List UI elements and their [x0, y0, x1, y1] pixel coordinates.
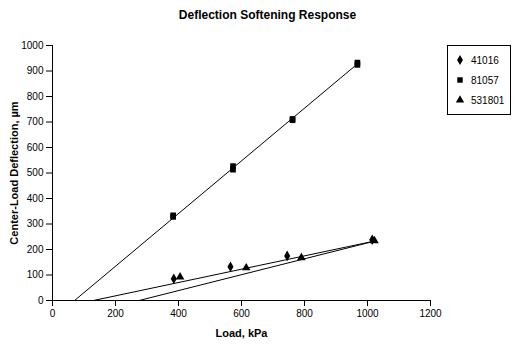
- svg-text:900: 900: [27, 65, 44, 76]
- svg-text:400: 400: [27, 193, 44, 204]
- html-text:Deflection Softening Response: Deflection Softening Response: [178, 8, 357, 22]
- svg-text:800: 800: [27, 91, 44, 102]
- svg-text:300: 300: [27, 218, 44, 229]
- svg-text:Load, kPa: Load, kPa: [216, 327, 269, 339]
- svg-text:700: 700: [27, 116, 44, 127]
- svg-text:800: 800: [296, 308, 313, 319]
- svg-text:Center-Load Deflection, µm: Center-Load Deflection, µm: [8, 101, 20, 244]
- svg-text:400: 400: [170, 308, 187, 319]
- html-text:81057: 81057: [471, 74, 499, 86]
- svg-text:600: 600: [233, 308, 250, 319]
- svg-text:0: 0: [50, 308, 56, 319]
- svg-text:500: 500: [27, 167, 44, 178]
- svg-text:200: 200: [27, 244, 44, 255]
- svg-text:0: 0: [38, 295, 44, 306]
- svg-text:1000: 1000: [21, 40, 44, 51]
- svg-text:1000: 1000: [356, 308, 379, 319]
- svg-text:200: 200: [107, 308, 124, 319]
- svg-text:1200: 1200: [419, 308, 442, 319]
- html-text:531801: 531801: [471, 94, 505, 106]
- svg-text:100: 100: [27, 269, 44, 280]
- svg-text:600: 600: [27, 142, 44, 153]
- html-text:41016: 41016: [471, 54, 499, 66]
